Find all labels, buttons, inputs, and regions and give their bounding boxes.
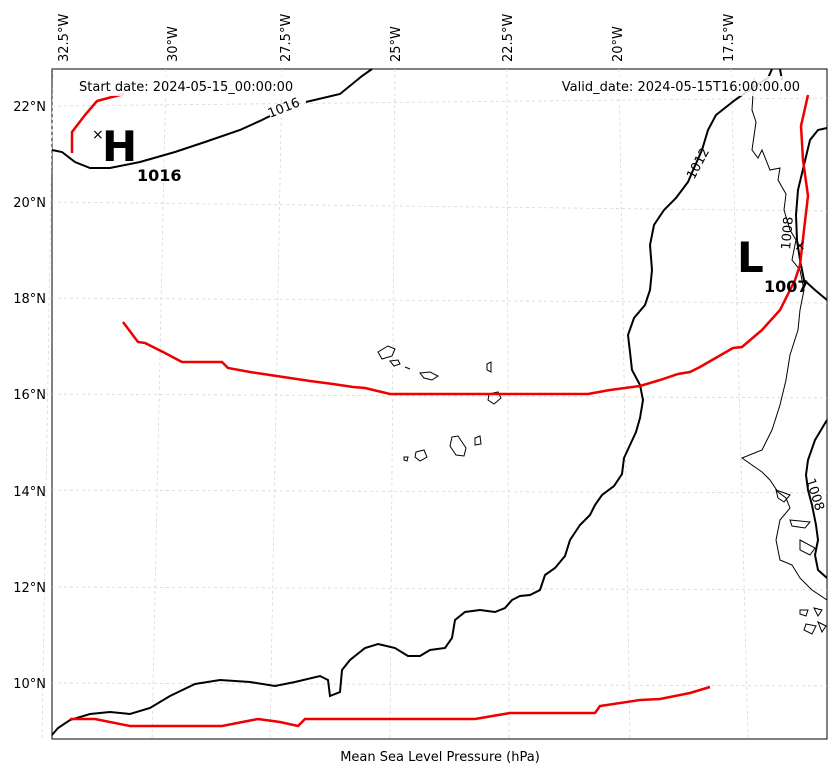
low-center-letter: L (737, 233, 764, 282)
map-caption: Mean Sea Level Pressure (hPa) (340, 750, 540, 765)
high-center-letter: H (102, 122, 137, 171)
lat-tick-18n: 18°N (13, 292, 46, 307)
lon-tick-17.5w: 17.5°W (722, 14, 737, 62)
lat-tick-16n: 16°N (13, 388, 46, 403)
island-sao-nicolau (419, 371, 439, 381)
lat-tick-10n: 10°N (13, 677, 46, 692)
island-sao-vicente (389, 359, 401, 367)
map-frame (51, 68, 828, 740)
lon-tick-30w: 30°W (166, 26, 181, 62)
coastline (377, 77, 828, 635)
header-bg (70, 76, 320, 96)
isobar-1016-top-b (305, 68, 373, 103)
header-bg-right (540, 76, 805, 96)
island-brava (403, 456, 409, 462)
island-santiago (449, 435, 467, 457)
high-center-marker: × (92, 127, 104, 143)
isobar-1016-top (51, 115, 271, 169)
coast-inlet-1 (775, 489, 791, 503)
isobar-1008-east (794, 127, 828, 301)
lat-tick-12n: 12°N (13, 581, 46, 596)
island-maio (474, 435, 482, 446)
pressure-centers: × H 1016 × L 1007 (92, 122, 809, 296)
valid-date: Valid_date: 2024-05-15T16:00:00.00 (562, 80, 800, 95)
graticule (41, 68, 828, 740)
isobars (51, 68, 828, 736)
low-center-marker: × (794, 238, 806, 254)
isobar-1012 (51, 68, 773, 736)
lat-tick-14n: 14°N (13, 485, 46, 500)
coast-inlet-2 (789, 519, 811, 529)
africa-coast (740, 77, 828, 601)
low-center-value: 1007 (764, 277, 809, 296)
lon-tick-25w: 25°W (389, 26, 404, 62)
red-lines (70, 92, 810, 728)
red-line-north (70, 92, 125, 153)
island-boa-vista (487, 391, 502, 405)
latitude-labels: 22°N 20°N 18°N 16°N 14°N 12°N 10°N (13, 100, 46, 692)
lon-tick-27.5w: 27.5°W (279, 14, 294, 62)
high-center-value: 1016 (137, 166, 182, 185)
lon-tick-32.5w: 32.5°W (57, 14, 72, 62)
island-fogo (414, 449, 428, 462)
contour-label-1008-upper: 1008 (779, 216, 797, 250)
lat-tick-22n: 22°N (13, 100, 46, 115)
bijagos-islands (799, 607, 827, 635)
longitude-labels: 32.5°W 30°W 27.5°W 25°W 22.5°W 20°W 17.5… (57, 14, 737, 62)
red-line-south (70, 685, 711, 728)
lon-tick-22.5w: 22.5°W (501, 14, 516, 62)
island-santo-antao (377, 345, 396, 360)
lon-tick-20w: 20°W (611, 26, 626, 62)
island-santa-luzia (404, 366, 411, 370)
red-line-middle (122, 94, 810, 396)
island-sal (486, 361, 492, 373)
coast-inlet-3 (799, 539, 816, 556)
lat-tick-20n: 20°N (13, 196, 46, 211)
isobar-1008-south (804, 419, 828, 579)
start-date: Start date: 2024-05-15_00:00:00 (79, 80, 293, 95)
